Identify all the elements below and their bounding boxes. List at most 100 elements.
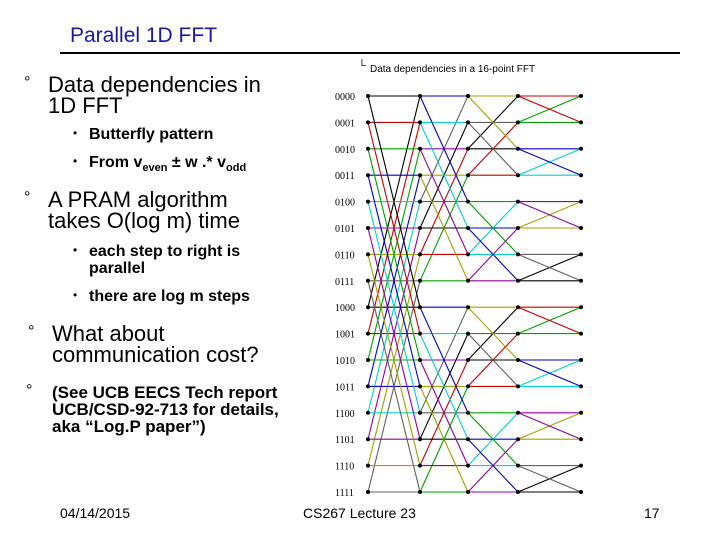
bullet-communication: ° What about communication cost?: [52, 323, 259, 365]
row-label: 0101: [335, 224, 355, 235]
footer-page-number: 17: [644, 505, 660, 521]
node-dot: [418, 384, 422, 388]
node-dot: [466, 358, 470, 362]
row-label: 1101: [335, 435, 355, 446]
node-dot: [516, 490, 520, 494]
node-dot: [516, 437, 520, 441]
node-dot: [466, 464, 470, 468]
row-label: 1111: [335, 488, 354, 498]
node-dot: [366, 226, 370, 230]
node-dot: [516, 358, 520, 362]
row-label: 1001: [335, 330, 355, 341]
node-dot: [516, 464, 520, 468]
node-dot: [466, 94, 470, 98]
bullet-marker: °: [28, 321, 34, 342]
node-dot: [579, 490, 583, 494]
row-label: 0011: [335, 171, 355, 182]
sub-bullet-text: there are log m steps: [89, 288, 250, 305]
sub-bullet-text-line2: parallel: [89, 260, 240, 277]
node-dot: [579, 332, 583, 336]
node-dot: [516, 200, 520, 204]
caption-text: Data dependencies in a 16-point FFT: [370, 64, 535, 75]
node-dot: [366, 332, 370, 336]
sub-bullet-log-steps: • there are log m steps: [89, 288, 250, 305]
slide-title: Parallel 1D FFT: [70, 24, 217, 48]
row-label: 0100: [335, 198, 355, 209]
node-dot: [466, 173, 470, 177]
node-dot: [418, 173, 422, 177]
bullet-text-line1: Data dependencies in: [48, 74, 261, 95]
node-dot: [366, 305, 370, 309]
formula-sub-even: even: [142, 162, 167, 174]
node-dot: [466, 252, 470, 256]
node-dot: [418, 358, 422, 362]
node-dot: [418, 437, 422, 441]
node-dot: [516, 305, 520, 309]
title-rule: [60, 52, 680, 54]
node-dot: [579, 464, 583, 468]
node-dot: [366, 200, 370, 204]
node-dot: [418, 200, 422, 204]
node-dot: [366, 384, 370, 388]
sub-bullet-text-line1: each step to right is: [89, 243, 240, 260]
node-dot: [579, 384, 583, 388]
node-dot: [466, 226, 470, 230]
node-dot: [418, 279, 422, 283]
formula-sub-odd: odd: [226, 162, 246, 174]
node-dot: [516, 120, 520, 124]
node-dot: [579, 279, 583, 283]
node-dot: [516, 411, 520, 415]
sub-bullet-butterfly: • Butterfly pattern: [89, 126, 213, 143]
node-dot: [366, 173, 370, 177]
bullet-text-line2: communication cost?: [52, 344, 259, 365]
node-dot: [418, 147, 422, 151]
node-dot: [366, 252, 370, 256]
footer-course: CS267 Lecture 23: [303, 505, 416, 521]
node-dot: [418, 305, 422, 309]
node-dot: [516, 147, 520, 151]
node-dot: [366, 464, 370, 468]
node-dot: [466, 384, 470, 388]
sub-bullet-dot: •: [73, 242, 77, 259]
node-dot: [418, 490, 422, 494]
fft-butterfly-diagram: 0000 0001 0010 0011 0100 0101 0110 0111 1000 1001…: [335, 80, 605, 498]
node-dot: [516, 279, 520, 283]
bullet-text-line1: What about: [52, 323, 259, 344]
node-dot: [466, 279, 470, 283]
bullet-marker: °: [26, 382, 32, 399]
node-dot: [466, 200, 470, 204]
node-dot: [579, 358, 583, 362]
row-label: 0110: [335, 250, 355, 261]
node-dot: [579, 411, 583, 415]
note-line3: aka “Log.P paper”): [52, 418, 279, 435]
bullet-data-dependencies: ° Data dependencies in 1D FFT: [48, 74, 261, 116]
node-dot: [366, 411, 370, 415]
row-label: 1011: [335, 382, 355, 393]
sub-bullet-dot: •: [73, 125, 77, 142]
sub-bullet-text: Butterfly pattern: [89, 126, 213, 143]
node-dot: [366, 147, 370, 151]
node-dot: [516, 173, 520, 177]
node-dot: [366, 437, 370, 441]
node-dot: [579, 226, 583, 230]
node-dot: [418, 252, 422, 256]
sub-bullet-dot: •: [73, 153, 77, 170]
node-dot: [366, 279, 370, 283]
row-label: 1110: [335, 462, 354, 473]
node-dot: [516, 252, 520, 256]
node-dot: [466, 411, 470, 415]
node-dot: [516, 226, 520, 230]
node-dot: [366, 358, 370, 362]
node-dot: [516, 384, 520, 388]
node-dot: [418, 464, 422, 468]
row-label: 1100: [335, 409, 355, 420]
node-dot: [466, 120, 470, 124]
note-line1: (See UCB EECS Tech report: [52, 384, 279, 401]
node-dot: [466, 490, 470, 494]
caption-marker: └: [358, 60, 366, 72]
node-dot: [418, 94, 422, 98]
formula-mid: ± w .* v: [167, 154, 226, 171]
row-label: 1000: [335, 303, 355, 314]
node-dot: [579, 305, 583, 309]
node-dot: [579, 147, 583, 151]
